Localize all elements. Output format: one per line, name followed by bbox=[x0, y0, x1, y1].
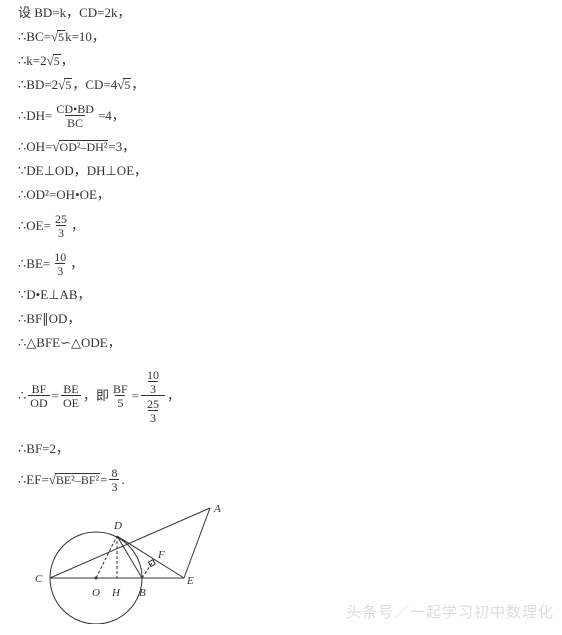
svg-text:F: F bbox=[157, 549, 165, 561]
svg-text:H: H bbox=[111, 587, 121, 599]
watermark: 头条号／一起学习初中数理化 bbox=[346, 601, 554, 622]
step-13: ∴△BFE∽△ODE， bbox=[18, 336, 544, 349]
svg-text:D: D bbox=[113, 520, 122, 532]
step-15: ∴BF=2， bbox=[18, 442, 544, 455]
step-16: ∴EF=BE²–BF²= 83 . bbox=[18, 466, 544, 493]
step-3: ∴k=25， bbox=[18, 54, 544, 67]
math-solution: 设 BD=k，CD=2k， ∴BC=5k=10， ∴k=25， ∴BD=25，C… bbox=[0, 0, 562, 635]
step-4: ∴BD=25，CD=45， bbox=[18, 78, 544, 91]
step-10: ∴BE= 103 ， bbox=[18, 250, 544, 277]
step-2: ∴BC=5k=10， bbox=[18, 30, 544, 43]
svg-text:O: O bbox=[92, 587, 100, 599]
step-12: ∴BF∥OD， bbox=[18, 312, 544, 325]
svg-text:E: E bbox=[186, 575, 194, 587]
step-5: ∴DH= CD•BDBC =4， bbox=[18, 102, 544, 129]
svg-text:B: B bbox=[139, 587, 146, 599]
step-1: 设 BD=k，CD=2k， bbox=[18, 6, 544, 19]
step-6: ∴OH=OD²–DH²=3， bbox=[18, 140, 544, 153]
step-14: ∴ BFOD = BEOE ，即 BF5 = 103 253 ， bbox=[18, 367, 544, 424]
svg-text:A: A bbox=[213, 504, 221, 515]
step-11: ∵D•E⊥AB， bbox=[18, 288, 544, 301]
step-9: ∴OE= 253 ， bbox=[18, 212, 544, 239]
step-8: ∴OD²=OH•OE， bbox=[18, 188, 544, 201]
svg-text:C: C bbox=[35, 573, 43, 585]
step-7: ∵DE⊥OD，DH⊥OE， bbox=[18, 164, 544, 177]
geometry-svg: O C B H D E A F bbox=[32, 504, 232, 624]
